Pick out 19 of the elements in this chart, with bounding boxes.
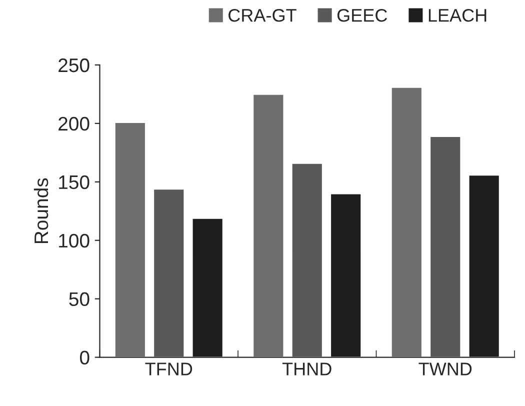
legend-label: CRA-GT bbox=[228, 8, 296, 22]
y-tick-label: 50 bbox=[69, 292, 90, 306]
x-tick-label: TWND bbox=[418, 362, 472, 376]
x-tick-label: THND bbox=[282, 362, 332, 376]
y-tick-label: 200 bbox=[58, 116, 90, 131]
y-tick-label: 0 bbox=[80, 350, 90, 365]
bar bbox=[152, 188, 186, 358]
bar bbox=[290, 162, 324, 358]
y-axis-title: Rounds bbox=[34, 178, 48, 244]
bar bbox=[429, 136, 462, 358]
bar bbox=[390, 86, 423, 358]
y-tick-label: 100 bbox=[59, 234, 90, 248]
legend-label: GEEC bbox=[337, 8, 388, 22]
x-tick-label: TFND bbox=[145, 362, 192, 376]
y-tick-label: 250 bbox=[58, 58, 90, 72]
y-tick-label: 150 bbox=[59, 175, 90, 190]
legend-label: LEACH bbox=[428, 8, 486, 22]
bar bbox=[114, 122, 146, 358]
bar bbox=[252, 93, 285, 358]
